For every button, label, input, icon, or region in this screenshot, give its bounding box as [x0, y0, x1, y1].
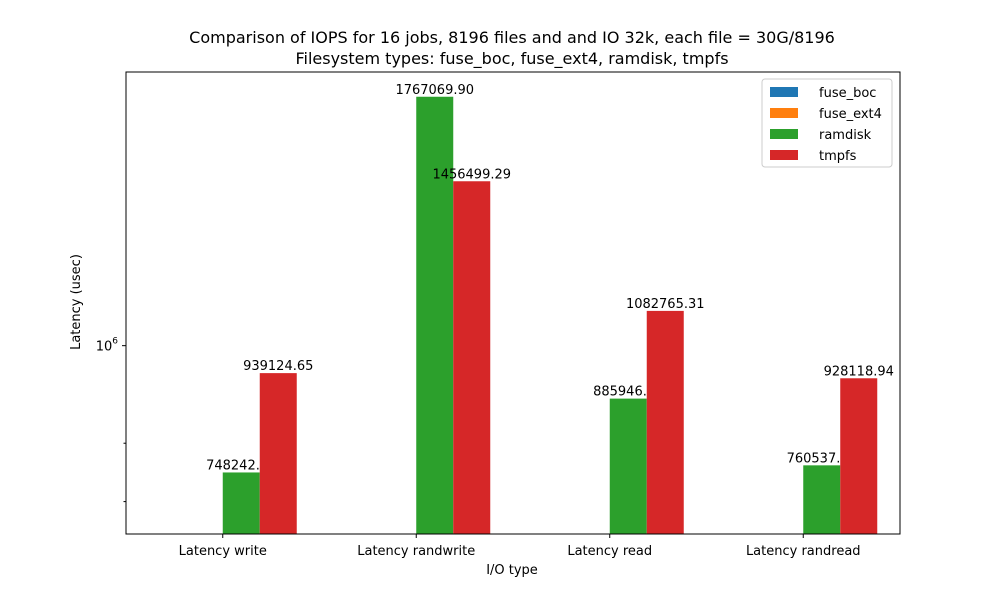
- bar-ramdisk-2: [609, 398, 647, 534]
- bar-tmpfs-0: [259, 373, 297, 534]
- bar-tmpfs-3: [840, 378, 878, 534]
- x-axis-label: I/O type: [486, 563, 538, 578]
- bar-ramdisk-0: [222, 472, 260, 534]
- bar-tmpfs-2: [646, 310, 684, 534]
- data-label-tmpfs-3: 928118.94: [824, 364, 894, 379]
- y-tick-label-major: 106: [96, 337, 119, 355]
- bar-ramdisk-3: [803, 465, 841, 534]
- legend-swatch-fuse_ext4: [770, 108, 798, 118]
- data-label-tmpfs-1: 1456499.29: [432, 167, 511, 182]
- legend-label-ramdisk: ramdisk: [819, 128, 872, 143]
- legend-swatch-fuse_boc: [770, 87, 798, 97]
- x-tick-label-0: Latency write: [179, 544, 267, 559]
- chart-title: Comparison of IOPS for 16 jobs, 8196 fil…: [189, 28, 835, 47]
- x-tick-label-1: Latency randwrite: [357, 544, 475, 559]
- y-axis-label: Latency (usec): [69, 254, 84, 350]
- bar-ramdisk-1: [416, 96, 454, 535]
- axes-frame: [125, 71, 901, 535]
- data-label-ramdisk-0: 748242.74: [206, 458, 276, 473]
- data-label-ramdisk-1: 1767069.90: [395, 83, 474, 98]
- legend-swatch-tmpfs: [770, 150, 798, 160]
- bar-tmpfs-1: [453, 181, 491, 535]
- legend-swatch-ramdisk: [770, 129, 798, 139]
- legend-label-fuse_ext4: fuse_ext4: [819, 107, 882, 122]
- legend-label-tmpfs: tmpfs: [819, 149, 857, 164]
- data-label-ramdisk-2: 885946.62: [593, 385, 663, 400]
- legend-box: [761, 78, 893, 168]
- data-label-tmpfs-2: 1082765.31: [626, 297, 705, 312]
- plot-area: 748242.74 1767069.90 885946.62 760537.83 939…: [96, 71, 901, 559]
- data-label-tmpfs-0: 939124.65: [243, 359, 313, 374]
- x-tick-label-2: Latency read: [567, 544, 652, 559]
- chart-subtitle: Filesystem types: fuse_boc, fuse_ext4, r…: [295, 49, 728, 69]
- x-tick-label-3: Latency randread: [746, 544, 861, 559]
- data-label-ramdisk-3: 760537.83: [787, 451, 857, 466]
- legend-label-fuse_boc: fuse_boc: [819, 86, 876, 101]
